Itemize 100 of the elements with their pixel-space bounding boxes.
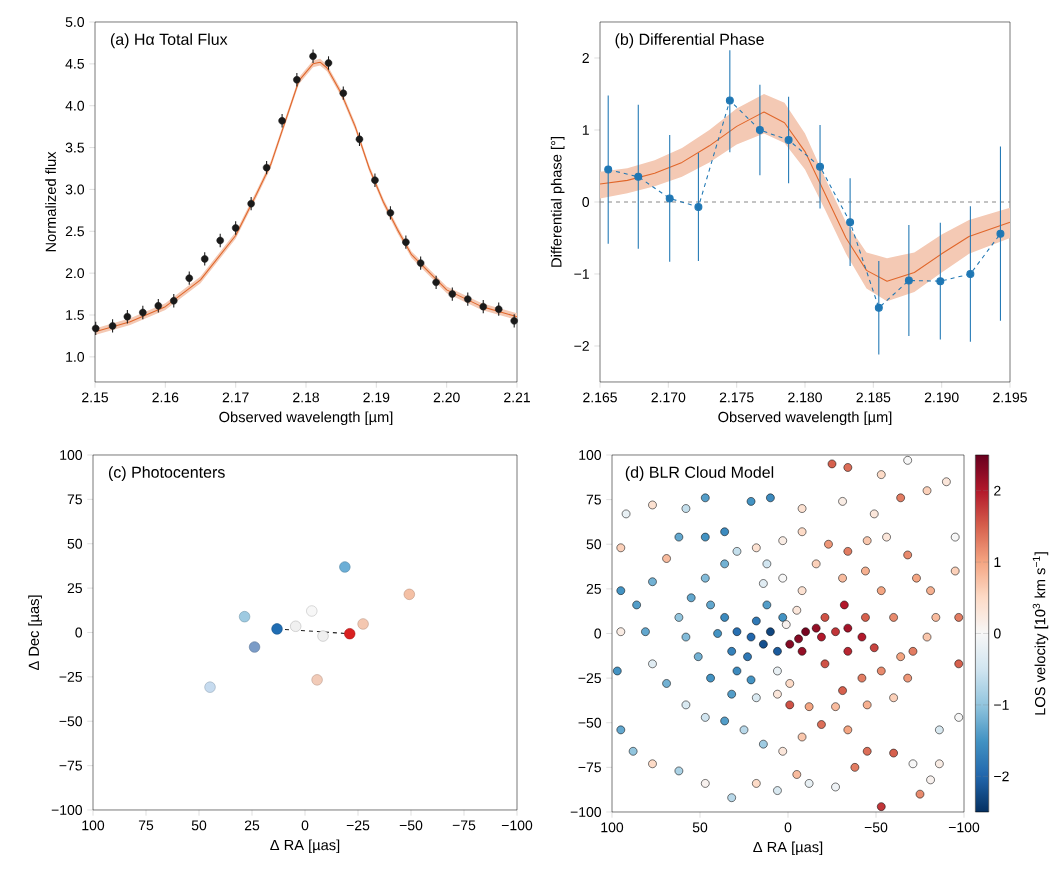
x-tick-label: 2.20	[433, 392, 460, 403]
point	[634, 172, 643, 181]
y-tick-label: 50	[67, 538, 83, 549]
point	[185, 274, 193, 282]
y-tick-label: 75	[67, 494, 83, 505]
point	[494, 305, 503, 313]
line-series	[600, 111, 1011, 282]
x-tick-label: 2.18	[293, 392, 320, 403]
point	[344, 628, 356, 640]
y-tick-label: 25	[67, 583, 83, 594]
y-tick-label: −75	[59, 760, 83, 771]
y-tick-label: 2.0	[65, 268, 85, 279]
point	[248, 641, 261, 653]
x-tick-label: 2.190	[924, 392, 959, 403]
y-tick-label: −75	[578, 762, 602, 773]
y-tick-label: 5.0	[65, 17, 85, 27]
point	[154, 302, 163, 310]
point	[816, 162, 825, 171]
point	[904, 276, 913, 285]
point	[464, 295, 472, 303]
y-tick-label: 4.0	[65, 100, 85, 111]
point	[403, 588, 415, 600]
x-tick-label: 2.19	[363, 392, 390, 403]
y-tick-label: 0	[75, 627, 83, 638]
color-bar-title: LOS velocity [10$^{3}$ km s$^{−1}$]	[1032, 552, 1049, 715]
y-axis-title: Differential phase [°]	[550, 137, 565, 267]
x-tick-label: 25	[244, 820, 260, 831]
x-tick-label: 50	[692, 822, 708, 833]
x-tick-label: −50	[864, 822, 888, 833]
x-tick-label: 2.195	[993, 392, 1027, 403]
point	[355, 135, 364, 143]
x-tick-label: 2.175	[719, 392, 754, 403]
x-tick-label: 100	[82, 820, 105, 831]
x-axis-title: Observed wavelength [µm]	[718, 411, 892, 426]
point	[317, 630, 329, 642]
text: (d) BLR Cloud Model	[625, 466, 774, 482]
y-tick-label: 75	[586, 494, 602, 505]
y-tick-label: 3.5	[65, 142, 85, 153]
point	[966, 269, 975, 278]
point	[510, 317, 518, 325]
point	[357, 618, 369, 630]
point	[262, 163, 271, 172]
x-tick-label: 50	[191, 820, 207, 831]
x-tick-label: −25	[346, 820, 370, 831]
point	[604, 165, 613, 174]
y-tick-label: 0	[594, 628, 602, 639]
point	[784, 136, 793, 145]
color-bar-label: 2	[994, 485, 1001, 496]
y-tick-label: 25	[586, 583, 602, 594]
y-tick-label: 100	[579, 450, 602, 460]
y-tick-label: 50	[586, 539, 602, 550]
text: (b) Differential Phase	[615, 33, 764, 49]
point	[123, 312, 132, 321]
y-tick-label: −2	[574, 341, 589, 351]
y-tick-label: −25	[59, 671, 83, 682]
point	[936, 277, 945, 286]
y-tick-label: 3.0	[65, 184, 85, 195]
point	[204, 681, 216, 693]
point	[448, 290, 457, 298]
x-tick-label: −50	[399, 820, 423, 831]
y-tick-label: 1	[582, 125, 589, 135]
x-axis-title: Δ RA [µas]	[753, 841, 823, 856]
x-tick-label: 2.21	[504, 392, 530, 403]
point	[311, 674, 323, 686]
y-axis-title: Δ Dec [µas]	[28, 595, 42, 671]
x-tick-label: 2.170	[651, 392, 686, 403]
point	[755, 125, 764, 134]
x-tick-label: 100	[601, 822, 624, 833]
y-tick-label: 1.5	[66, 310, 85, 320]
x-tick-label: −100	[948, 822, 980, 833]
x-tick-label: 0	[784, 822, 792, 833]
y-tick-label: −1	[574, 269, 589, 279]
point	[108, 322, 117, 330]
y-axis-title: Normalized flux	[45, 151, 56, 252]
y-tick-label: 0	[582, 197, 590, 207]
point	[725, 96, 734, 105]
x-tick-label: 0	[301, 820, 309, 831]
x-tick-label: 2.165	[583, 392, 617, 403]
point	[846, 218, 855, 227]
point	[874, 303, 883, 312]
color-bar-label: 1	[994, 557, 1001, 567]
y-tick-label: 4.5	[65, 58, 85, 69]
point	[339, 89, 348, 97]
color-bar-label: 0	[993, 628, 1001, 639]
point	[386, 209, 395, 217]
y-tick-label: −50	[59, 716, 83, 727]
y-tick-label: −50	[578, 717, 602, 728]
x-tick-label: 2.15	[82, 392, 109, 403]
point	[306, 605, 318, 617]
point	[91, 324, 100, 333]
text: (a) Hα Total Flux	[110, 33, 228, 49]
x-tick-label: 2.180	[788, 392, 822, 403]
x-axis-title: Observed wavelength [µm]	[219, 411, 393, 426]
point	[271, 623, 283, 635]
y-tick-label: 100	[60, 450, 83, 460]
point	[402, 238, 410, 246]
point	[231, 224, 240, 232]
x-tick-label: 2.17	[222, 392, 249, 403]
point	[416, 259, 425, 267]
point	[694, 203, 703, 212]
